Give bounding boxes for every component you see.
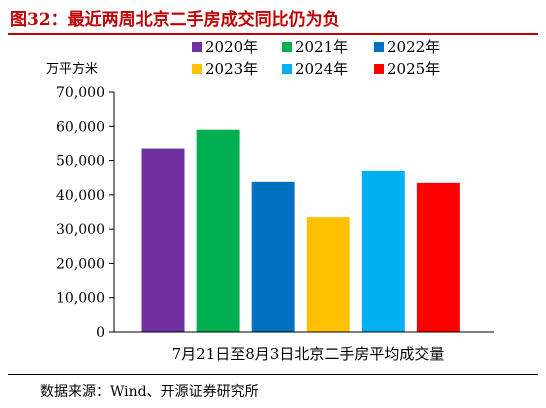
bar-series bbox=[141, 129, 460, 332]
y-tick-label: 0 bbox=[96, 325, 105, 341]
legend-swatch bbox=[374, 42, 384, 52]
bar-2022年 bbox=[251, 181, 295, 332]
legend-label: 2024年 bbox=[295, 60, 348, 78]
legend-label: 2025年 bbox=[387, 60, 440, 78]
y-unit-label: 万平方米 bbox=[46, 61, 98, 77]
source-separator bbox=[8, 374, 538, 375]
figure-title: 图32：最近两周北京二手房成交同比仍为负 bbox=[10, 10, 340, 30]
legend-swatch bbox=[282, 64, 292, 74]
y-tick-label: 60,000 bbox=[56, 119, 105, 135]
y-axis-ticks: 0 10,000 20,000 30,000 40,000 50,000 60,000 70,… bbox=[56, 85, 114, 341]
x-axis-label: 7月21日至8月3日北京二手房平均成交量 bbox=[172, 345, 445, 363]
y-tick-label: 20,000 bbox=[56, 256, 105, 272]
bar-2023年 bbox=[306, 217, 350, 332]
source-note: 数据来源：Wind、开源证券研究所 bbox=[40, 384, 259, 400]
y-tick-label: 30,000 bbox=[56, 222, 105, 238]
y-tick-label: 10,000 bbox=[56, 291, 105, 307]
y-tick-label: 50,000 bbox=[56, 154, 105, 170]
bar-2021年 bbox=[196, 129, 240, 332]
title-underline bbox=[8, 33, 538, 35]
bar-2020年 bbox=[141, 148, 185, 332]
legend-label: 2021年 bbox=[295, 38, 348, 56]
bar-chart: 2020年 2021年 2022年 2023年 2024年 2025年 万平方米 0 10,… bbox=[46, 38, 494, 363]
bar-2025年 bbox=[416, 182, 460, 332]
legend-swatch bbox=[282, 42, 292, 52]
legend-label: 2023年 bbox=[205, 60, 258, 78]
legend-swatch bbox=[192, 42, 202, 52]
chart-legend: 2020年 2021年 2022年 2023年 2024年 2025年 bbox=[192, 38, 440, 78]
legend-label: 2020年 bbox=[205, 38, 258, 56]
y-tick-label: 70,000 bbox=[56, 85, 105, 101]
bar-2024年 bbox=[361, 170, 405, 332]
legend-swatch bbox=[192, 64, 202, 74]
y-tick-label: 40,000 bbox=[56, 188, 105, 204]
legend-swatch bbox=[374, 64, 384, 74]
legend-label: 2022年 bbox=[387, 38, 440, 56]
